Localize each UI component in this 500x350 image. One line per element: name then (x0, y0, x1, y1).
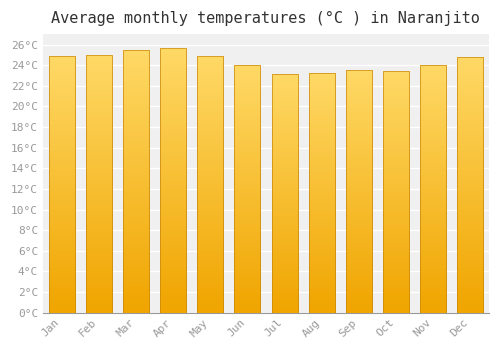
Bar (383, 71, 409, 313)
Bar (160, 48, 186, 313)
Bar (234, 65, 260, 313)
Bar (272, 75, 297, 313)
Bar (48, 56, 74, 313)
Bar (308, 74, 334, 313)
Bar (458, 57, 483, 313)
Bar (123, 50, 149, 313)
Title: Average monthly temperatures (°C ) in Naranjito: Average monthly temperatures (°C ) in Na… (52, 11, 480, 26)
Bar (197, 56, 223, 313)
Bar (346, 70, 372, 313)
Bar (420, 65, 446, 313)
Bar (86, 55, 112, 313)
